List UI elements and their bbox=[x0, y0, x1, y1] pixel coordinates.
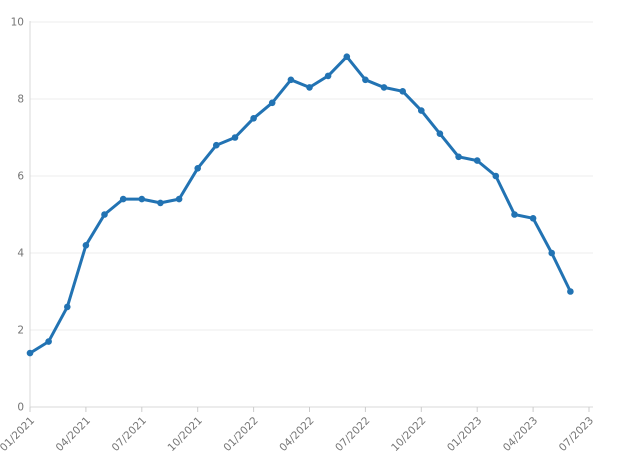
data-point-marker[interactable] bbox=[82, 242, 90, 249]
data-point-marker[interactable] bbox=[306, 84, 313, 91]
data-point-marker[interactable] bbox=[26, 349, 34, 357]
data-point-marker[interactable] bbox=[213, 141, 220, 149]
data-point-marker[interactable] bbox=[343, 53, 351, 60]
x-axis-tick-label: 01/2022 bbox=[221, 415, 260, 454]
x-axis-tick-label: 07/2023 bbox=[557, 415, 596, 454]
data-point-marker[interactable] bbox=[194, 165, 201, 172]
data-point-marker[interactable] bbox=[567, 288, 574, 295]
data-point-marker[interactable] bbox=[380, 84, 388, 91]
y-axis-tick-labels: 0 2 4 6 8 10 bbox=[11, 17, 25, 414]
data-point-marker[interactable] bbox=[548, 249, 555, 257]
data-point-marker[interactable] bbox=[119, 195, 127, 203]
x-axis-tick-label: 10/2022 bbox=[389, 415, 428, 454]
data-point-marker[interactable] bbox=[250, 115, 257, 122]
data-point-marker[interactable] bbox=[287, 76, 295, 84]
data-point-marker[interactable] bbox=[529, 215, 537, 222]
y-axis-tick-label: 10 bbox=[11, 17, 24, 29]
data-point-marker[interactable] bbox=[324, 72, 332, 80]
y-axis-tick-label: 4 bbox=[17, 248, 24, 260]
gridlines bbox=[30, 21, 593, 408]
data-point-marker[interactable] bbox=[101, 211, 108, 218]
data-point-marker[interactable] bbox=[138, 195, 146, 203]
x-axis-tick-label: 04/2023 bbox=[501, 415, 540, 454]
data-point-marker[interactable] bbox=[268, 99, 276, 107]
data-point-marker[interactable] bbox=[64, 303, 71, 311]
data-point-marker[interactable] bbox=[157, 199, 164, 207]
data-point-marker[interactable] bbox=[362, 76, 369, 84]
x-axis-tick-label: 07/2021 bbox=[110, 415, 149, 454]
series-line bbox=[28, 55, 572, 355]
x-axis-tick-label: 10/2021 bbox=[165, 415, 204, 454]
x-axis-tick-label: 04/2022 bbox=[277, 415, 316, 454]
data-point-marker[interactable] bbox=[436, 130, 444, 137]
data-point-marker[interactable] bbox=[231, 134, 239, 141]
x-axis-tick-label: 01/2023 bbox=[445, 415, 484, 454]
data-point-marker[interactable] bbox=[473, 157, 481, 164]
x-axis-tick-label: 07/2022 bbox=[333, 415, 372, 454]
data-point-marker[interactable] bbox=[492, 172, 500, 180]
y-axis-tick-label: 0 bbox=[17, 402, 24, 414]
data-point-marker[interactable] bbox=[45, 338, 52, 345]
y-axis-tick-label: 8 bbox=[17, 94, 24, 106]
data-point-marker[interactable] bbox=[175, 195, 183, 203]
x-axis-ticks-and-labels: 01/2021 04/2021 07/2021 10/2021 01/2022 04/20… bbox=[0, 407, 596, 454]
data-point-markers bbox=[26, 53, 574, 357]
y-axis-tick-label: 2 bbox=[17, 325, 24, 337]
x-axis-tick-label: 04/2021 bbox=[54, 415, 93, 454]
data-point-marker[interactable] bbox=[399, 88, 407, 95]
y-axis-tick-label: 6 bbox=[17, 171, 24, 183]
data-point-marker[interactable] bbox=[418, 107, 425, 114]
x-axis-tick-label: 01/2021 bbox=[0, 415, 37, 454]
data-point-marker[interactable] bbox=[455, 153, 462, 161]
data-point-marker[interactable] bbox=[511, 211, 518, 218]
